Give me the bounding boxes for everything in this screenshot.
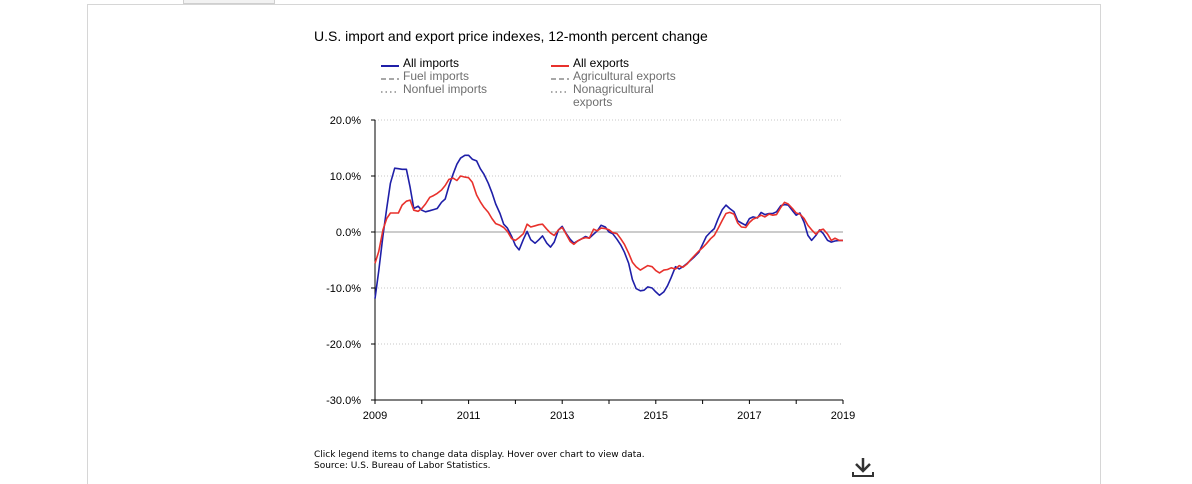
chart-source: Source: U.S. Bureau of Labor Statistics. — [314, 461, 491, 471]
x-tick-label: 2015 — [644, 410, 668, 422]
x-tick-label: 2017 — [737, 410, 761, 422]
chart-instructions: Click legend items to change data displa… — [314, 450, 645, 460]
y-tick-label: -10.0% — [326, 283, 361, 295]
chart-tick-labels: 20.0% 10.0% 0.0% -10.0% -20.0% -30.0%2009 2011… — [326, 115, 855, 422]
series-line-all-imports — [374, 154, 843, 299]
legend-swatch-all-exports — [551, 58, 569, 69]
legend-label: Nonagricultural exports — [573, 83, 654, 109]
tab-stub[interactable] — [183, 0, 275, 4]
x-tick-label: 2013 — [550, 410, 574, 422]
y-tick-label: 10.0% — [330, 171, 361, 183]
y-tick-label: 0.0% — [336, 227, 361, 239]
legend-label-line1: Nonagricultural — [573, 82, 654, 96]
series-line-all-exports — [374, 175, 843, 274]
y-tick-label: -30.0% — [326, 395, 361, 407]
download-button[interactable] — [851, 456, 875, 478]
download-icon — [852, 458, 874, 477]
x-tick-label: 2009 — [363, 410, 387, 422]
legend-item-all-exports[interactable]: All exports — [551, 57, 629, 70]
legend-label: Fuel imports — [403, 69, 470, 83]
legend-swatch-agricultural-exports — [551, 71, 569, 82]
y-tick-label: -20.0% — [326, 339, 361, 351]
legend-item-nonfuel-imports[interactable]: Nonfuel imports — [381, 83, 487, 96]
legend-swatch-nonagricultural-exports — [551, 84, 569, 95]
legend-item-fuel-imports[interactable]: Fuel imports — [381, 70, 469, 83]
chart-axes — [371, 119, 844, 404]
legend-label: Agricultural exports — [573, 69, 676, 83]
legend-item-agricultural-exports[interactable]: Agricultural exports — [551, 70, 676, 83]
y-tick-label: 20.0% — [330, 115, 361, 127]
legend-item-nonagricultural-exports[interactable]: Nonagricultural exports — [551, 83, 654, 109]
legend-label: All imports — [403, 56, 460, 70]
x-tick-label: 2011 — [457, 410, 481, 422]
legend-swatch-nonfuel-imports — [381, 84, 399, 95]
legend-swatch-all-imports — [381, 58, 399, 69]
legend-label-line2: exports — [573, 95, 613, 109]
chart-notes: Click legend items to change data displa… — [314, 450, 645, 472]
chart-series — [374, 154, 843, 299]
legend-swatch-fuel-imports — [381, 71, 399, 82]
chart-panel — [87, 4, 1101, 484]
legend-label: All exports — [573, 56, 630, 70]
x-tick-label: 2019 — [831, 410, 855, 422]
legend-item-all-imports[interactable]: All imports — [381, 57, 459, 70]
chart-title: U.S. import and export price indexes, 12… — [314, 28, 708, 44]
legend-label: Nonfuel imports — [403, 82, 488, 96]
